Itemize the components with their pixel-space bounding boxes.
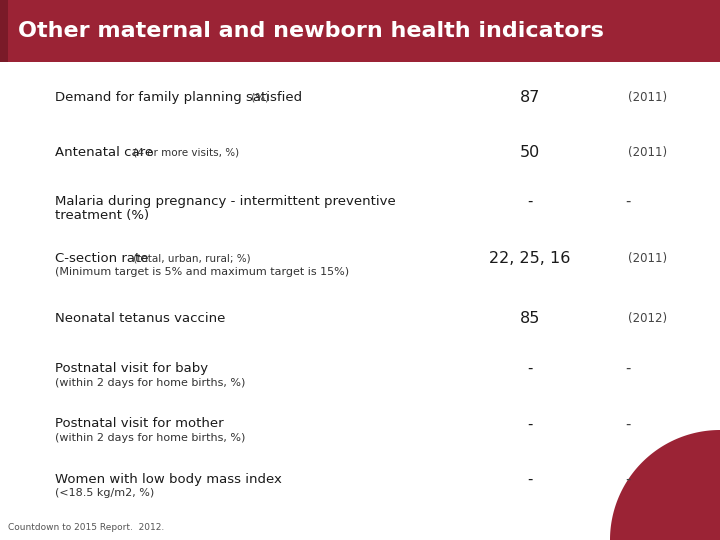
Polygon shape	[0, 0, 45, 45]
Text: -: -	[625, 361, 631, 376]
Text: Antenatal care: Antenatal care	[55, 146, 153, 159]
Text: 50: 50	[520, 145, 540, 160]
Text: 85: 85	[520, 311, 540, 326]
Text: Malaria during pregnancy - intermittent preventive: Malaria during pregnancy - intermittent …	[55, 194, 396, 207]
Text: (within 2 days for home births, %): (within 2 days for home births, %)	[55, 433, 246, 443]
Text: Demand for family planning satisfied: Demand for family planning satisfied	[55, 91, 302, 104]
Text: C-section rate: C-section rate	[55, 252, 148, 265]
Text: -: -	[527, 361, 533, 376]
Text: (2011): (2011)	[628, 146, 667, 159]
Text: 22, 25, 16: 22, 25, 16	[490, 251, 571, 266]
Text: (within 2 days for home births, %): (within 2 days for home births, %)	[55, 378, 246, 388]
Text: Women with low body mass index: Women with low body mass index	[55, 472, 282, 485]
Text: (Minimum target is 5% and maximum target is 15%): (Minimum target is 5% and maximum target…	[55, 267, 349, 278]
Polygon shape	[610, 430, 720, 540]
Text: -: -	[527, 471, 533, 487]
Bar	[0, 0, 720, 62]
Text: -: -	[527, 416, 533, 431]
Text: -: -	[625, 416, 631, 431]
Text: -: -	[625, 471, 631, 487]
Text: 87: 87	[520, 90, 540, 105]
Text: (4 or more visits, %): (4 or more visits, %)	[130, 148, 239, 158]
Text: (<18.5 kg/m2, %): (<18.5 kg/m2, %)	[55, 489, 154, 498]
Text: Neonatal tetanus vaccine: Neonatal tetanus vaccine	[55, 312, 225, 325]
Text: (2011): (2011)	[628, 91, 667, 104]
Text: (%): (%)	[248, 93, 269, 103]
Bar	[0, 0, 8, 62]
Text: Postnatal visit for baby: Postnatal visit for baby	[55, 362, 208, 375]
Text: -: -	[527, 194, 533, 208]
Text: Postnatal visit for mother: Postnatal visit for mother	[55, 417, 224, 430]
Text: -: -	[625, 194, 631, 208]
Text: (2011): (2011)	[628, 252, 667, 265]
Text: (2012): (2012)	[628, 312, 667, 325]
Text: (total, urban, rural; %): (total, urban, rural; %)	[130, 253, 251, 263]
Text: treatment (%): treatment (%)	[55, 208, 149, 221]
Text: Countdown to 2015 Report.  2012.: Countdown to 2015 Report. 2012.	[8, 523, 164, 532]
Text: Other maternal and newborn health indicators: Other maternal and newborn health indica…	[18, 21, 604, 41]
